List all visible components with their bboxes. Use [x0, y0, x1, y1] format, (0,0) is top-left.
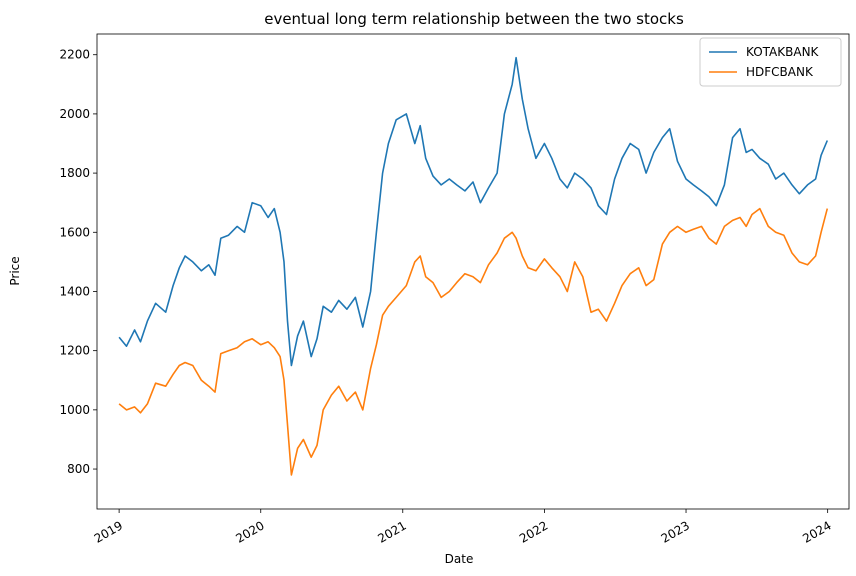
y-tick-label: 1600 [59, 225, 90, 239]
y-tick-label: 800 [67, 462, 90, 476]
chart-title: eventual long term relationship between … [264, 10, 684, 28]
y-tick-label: 1200 [59, 344, 90, 358]
x-axis: 2019 2020 2021 2022 2023 2024 [92, 509, 834, 546]
legend-label-kotakbank: KOTAKBANK [746, 45, 820, 59]
x-tick-label: 2024 [800, 518, 833, 545]
x-tick-label: 2022 [517, 518, 550, 545]
y-tick-label: 1400 [59, 284, 90, 298]
y-tick-label: 1800 [59, 166, 90, 180]
legend-label-hdfcbank: HDFCBANK [746, 65, 814, 79]
plot-frame [96, 33, 850, 510]
x-tick-label: 2021 [375, 518, 408, 545]
legend: KOTAKBANK HDFCBANK [699, 37, 842, 87]
y-tick-label: 2000 [59, 107, 90, 121]
series-line-hdfcbank [118, 207, 829, 476]
series-layer [118, 56, 829, 476]
y-axis: 800 1000 1200 1400 1600 1800 2000 2200 [59, 48, 97, 476]
legend-box [699, 37, 842, 87]
y-axis-label: Price [8, 256, 22, 285]
x-tick-label: 2023 [659, 518, 692, 545]
x-tick-label: 2020 [233, 518, 266, 545]
x-tick-label: 2019 [92, 518, 125, 545]
y-tick-label: 1000 [59, 403, 90, 417]
y-tick-label: 2200 [59, 48, 90, 62]
x-axis-label: Date [445, 552, 474, 566]
series-line-kotakbank [118, 56, 829, 367]
